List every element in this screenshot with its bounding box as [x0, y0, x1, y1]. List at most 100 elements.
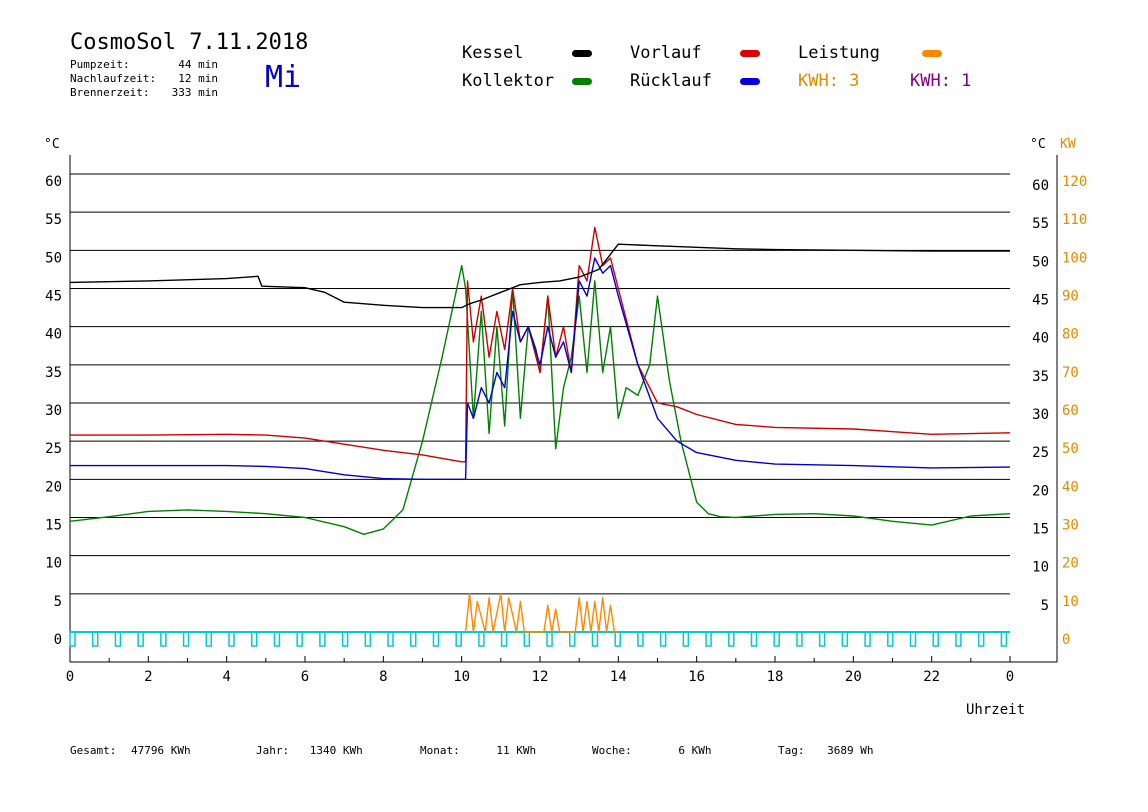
footer-value: 1340 KWh — [309, 744, 363, 757]
footer-monat: Monat: 11 KWh — [420, 744, 536, 757]
x-tick-label: 0 — [66, 669, 74, 685]
axes — [69, 155, 1058, 663]
y-tick-label-left: 55 — [45, 212, 62, 228]
legend-vorlauf: Vorlauf — [630, 43, 702, 63]
x-tick-label: 10 — [453, 669, 470, 685]
pump-pulse — [319, 631, 326, 647]
pump-pulse — [478, 631, 485, 647]
pump-pulse — [728, 631, 735, 647]
legend-label: Leistung — [798, 43, 880, 63]
kwh-label-purple: KWH: 1 — [910, 71, 972, 91]
legend-ruecklauf: Rücklauf — [630, 71, 712, 91]
y-tick-label-right-power: 10 — [1062, 594, 1079, 610]
x-tick-label: 22 — [923, 669, 940, 685]
y-tick-label-right-temp: 5 — [1041, 598, 1049, 614]
y-tick-label-left: 45 — [45, 289, 62, 305]
pump-pulse — [523, 631, 531, 647]
pump-pulse — [410, 631, 417, 647]
stat-value: 333 min — [171, 86, 218, 99]
series-lines — [69, 226, 1011, 633]
y-tick-label-right-power: 30 — [1062, 518, 1079, 534]
y-axis-label-left: °C — [44, 137, 60, 152]
pump-pulse — [273, 631, 281, 647]
stat-label: Brennerzeit: — [70, 86, 150, 99]
y-tick-label-left: 30 — [45, 403, 62, 419]
stat-pumpzeit: Pumpzeit: 44 min — [70, 58, 218, 71]
pump-pulse — [591, 631, 599, 647]
chart-title: CosmoSol 7.11.2018 — [70, 30, 309, 55]
pump-pulse — [773, 631, 780, 647]
y-tick-label-right-power: 20 — [1062, 556, 1079, 572]
pump-pulse — [864, 631, 871, 647]
pump-pulse — [250, 631, 258, 647]
y-tick-label-right-power: 120 — [1062, 174, 1087, 190]
footer-label: Gesamt: — [70, 744, 117, 757]
y-tick-label-left: 0 — [54, 632, 62, 648]
pump-baseline — [69, 631, 1010, 647]
pump-pulse — [160, 631, 167, 647]
y-tick-label-right-temp: 40 — [1032, 331, 1049, 347]
y-tick-label-left: 10 — [45, 556, 62, 572]
pump-pulse — [500, 631, 508, 647]
stat-label: Nachlaufzeit: — [70, 72, 157, 85]
y-tick-label-left: 60 — [45, 174, 62, 190]
y-tick-label-right-power: 80 — [1062, 327, 1079, 343]
pump-pulse — [818, 631, 826, 647]
pump-pulse — [750, 631, 758, 647]
grid-lines — [70, 173, 1010, 595]
footer-value: 11 KWh — [496, 744, 537, 757]
legend-label: Kollektor — [462, 71, 555, 91]
pump-pulse — [137, 631, 144, 647]
legend-swatch-leistung — [922, 50, 942, 57]
kwh-label-orange: KWH: 3 — [798, 71, 860, 91]
y-tick-label-right-power: 110 — [1062, 212, 1087, 228]
y-tick-label-right-power: 0 — [1062, 632, 1070, 648]
y-axis-label-right-power: KW — [1060, 137, 1076, 152]
pump-pulse — [228, 631, 235, 647]
footer-label: Jahr: — [256, 744, 290, 757]
footer-label: Tag: — [778, 744, 805, 757]
x-tick-label: 14 — [610, 669, 627, 685]
footer-value: 6 KWh — [678, 744, 712, 757]
y-tick-label-left: 40 — [45, 327, 62, 343]
y-tick-label-right-temp: 60 — [1032, 178, 1049, 194]
y-tick-label-right-temp: 15 — [1032, 522, 1049, 538]
legend-leistung: Leistung — [798, 43, 880, 63]
x-tick-label: 2 — [144, 669, 152, 685]
stat-label: Pumpzeit: — [70, 58, 130, 71]
pump-pulse — [114, 631, 122, 647]
y-tick-label-right-power: 100 — [1062, 250, 1087, 266]
pump-pulse — [1000, 631, 1008, 647]
pump-pulse — [341, 631, 349, 647]
legend-label: Rücklauf — [630, 71, 712, 91]
pump-pulse — [841, 631, 849, 647]
y-tick-label-left: 20 — [45, 479, 62, 495]
pump-pulse — [909, 631, 917, 647]
day-of-week: Mi — [265, 60, 302, 95]
x-tick-label: 12 — [532, 669, 549, 685]
y-tick-label-left: 35 — [45, 365, 62, 381]
pump-pulse — [182, 631, 190, 647]
x-tick-label: 6 — [301, 669, 309, 685]
pump-pulse — [296, 631, 303, 647]
stat-value: 12 min — [178, 72, 218, 85]
footer-gesamt: Gesamt: 47796 KWh — [70, 744, 191, 757]
pump-pulse — [659, 631, 667, 647]
footer-value: 47796 KWh — [130, 744, 191, 757]
series-line-vorlauf — [70, 226, 1011, 463]
footer-woche: Woche: 6 KWh — [592, 744, 712, 757]
y-tick-label-right-power: 60 — [1062, 403, 1079, 419]
x-tick-label: 8 — [379, 669, 387, 685]
footer-label: Woche: — [592, 744, 632, 757]
pump-pulse — [682, 631, 690, 647]
footer-value: 3689 Wh — [827, 744, 874, 757]
series-line-ruecklauf — [70, 257, 1011, 480]
y-tick-label-left: 50 — [45, 250, 62, 266]
pump-pulse — [614, 631, 621, 647]
legend-kessel: Kessel — [462, 43, 523, 63]
y-tick-label-right-power: 70 — [1062, 365, 1079, 381]
footer-tag: Tag: 3689 Wh — [778, 744, 873, 757]
stat-value: 44 min — [178, 58, 218, 71]
pump-pulse — [455, 631, 462, 647]
